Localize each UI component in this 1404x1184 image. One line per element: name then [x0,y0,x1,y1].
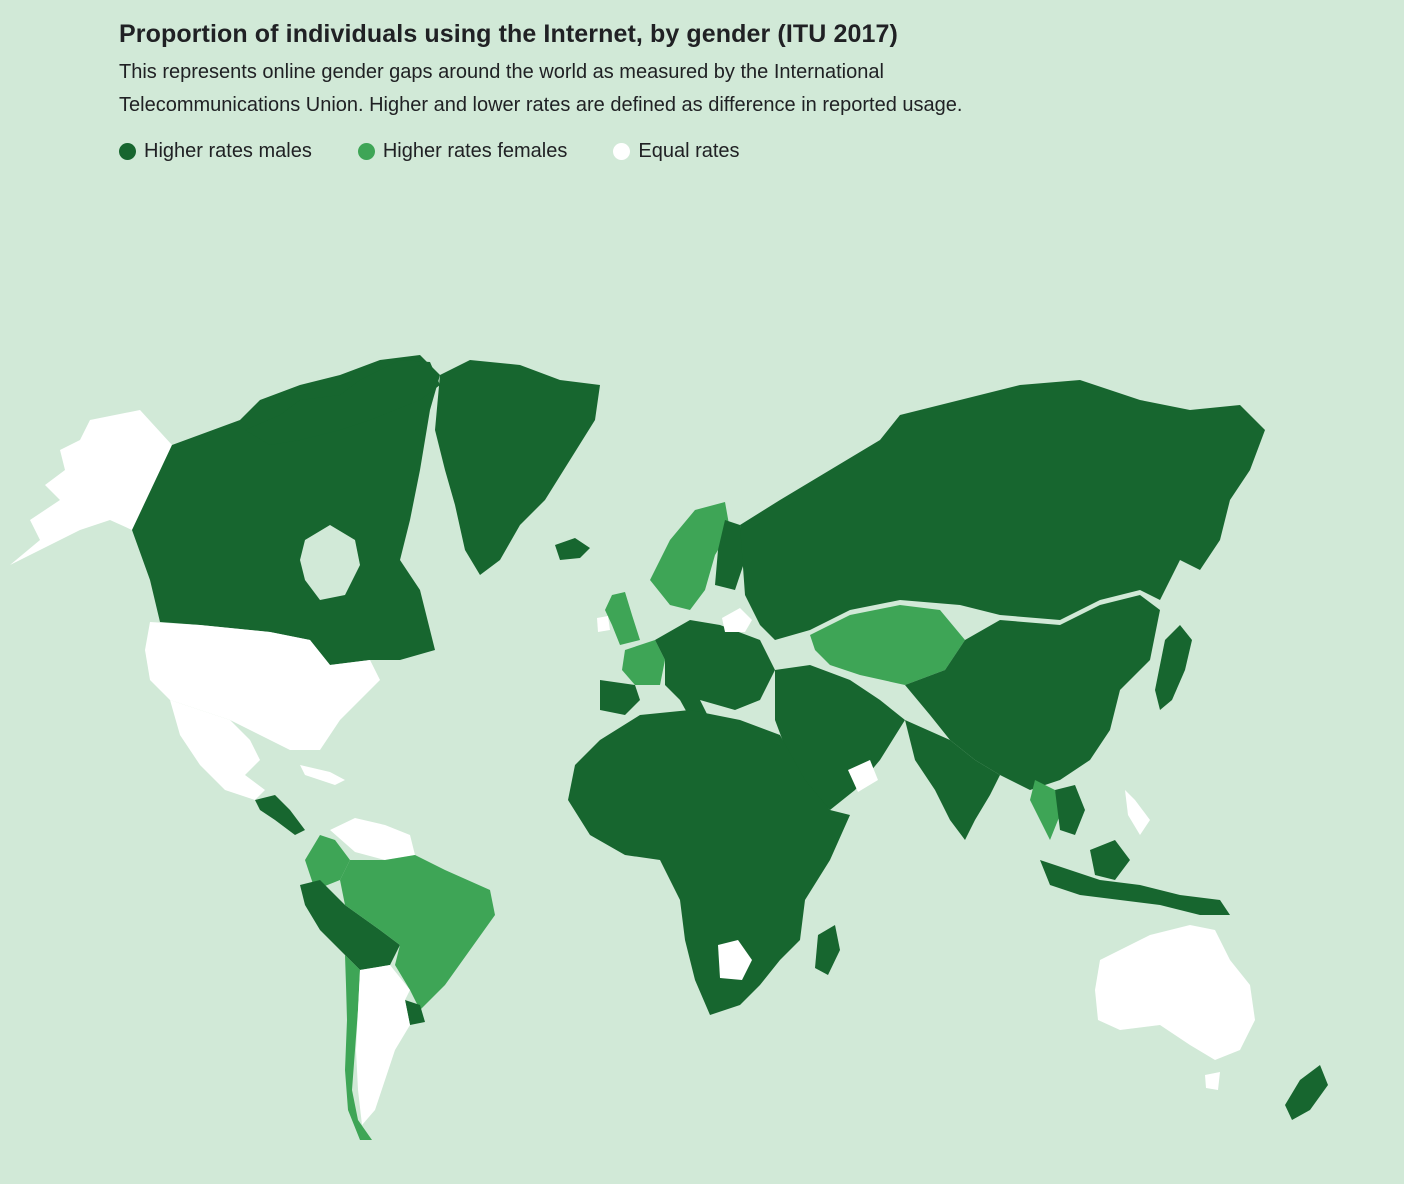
map-subtitle: This represents online gender gaps aroun… [119,56,1029,122]
subtitle-line-1: This represents online gender gaps aroun… [119,61,884,83]
region-argentina [356,965,410,1125]
region-iceland [555,538,590,560]
region-middle-east [775,665,905,810]
region-tasmania [1205,1072,1220,1090]
legend-label-females: Higher rates females [382,140,568,162]
region-indochina [1055,785,1085,835]
region-russia [740,380,1265,640]
region-indonesia [1040,860,1230,915]
region-uruguay [405,1000,425,1025]
region-australia [1095,925,1255,1060]
region-botswana [718,940,752,980]
legend-dot-females [357,143,375,160]
region-ireland [597,616,610,632]
region-iberia [600,680,640,715]
region-belarus [722,608,752,632]
legend-item-equal: Equal rates [613,140,740,163]
region-canada [132,355,440,665]
world-map [10,355,1328,1140]
region-madagascar [815,925,840,975]
region-brazil [340,855,495,1010]
region-france [622,640,665,685]
map-header: Proportion of individuals using the Inte… [119,18,1119,163]
region-india [905,720,1000,840]
region-borneo [1090,840,1130,880]
region-kazakhstan [810,605,965,685]
region-greenland [435,360,600,575]
region-canada-islands [245,360,440,445]
region-central-europe [655,620,775,710]
region-mexico [170,700,265,800]
region-finland [715,520,745,590]
region-china [905,595,1160,790]
legend-label-equal: Equal rates [638,140,740,162]
subtitle-line-2: Telecommunications Union. Higher and low… [119,94,963,116]
legend-dot-males [119,143,136,160]
region-caribbean [300,765,345,785]
region-oman [848,760,878,792]
region-venezuela [330,818,415,860]
region-thailand [1030,780,1060,840]
region-philippines [1125,790,1150,835]
region-africa [568,710,850,1015]
region-colombia [305,835,350,890]
region-japan [1155,625,1192,710]
legend-item-females: Higher rates females [357,140,568,163]
legend-dot-equal [613,143,631,160]
legend-label-males: Higher rates males [144,140,312,162]
region-new-zealand [1285,1065,1328,1120]
region-uk [605,592,640,645]
region-peru-bolivia [300,880,400,970]
region-usa [145,622,380,750]
region-hudson-bay [300,525,360,600]
region-scandinavia [650,502,730,610]
legend: Higher rates males Higher rates females … [119,140,1119,163]
region-chile [345,955,372,1140]
region-alaska [10,410,172,565]
map-title: Proportion of individuals using the Inte… [119,20,898,48]
legend-item-males: Higher rates males [119,140,312,163]
region-central-america [255,795,305,835]
